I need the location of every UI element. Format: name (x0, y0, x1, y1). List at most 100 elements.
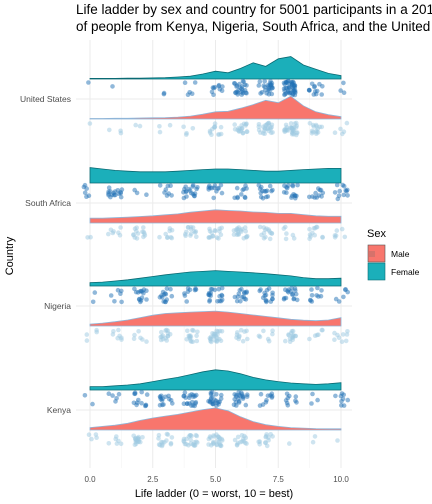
country-label: Kenya (47, 405, 71, 415)
male-point (144, 339, 149, 344)
male-point (332, 130, 338, 135)
female-point (118, 194, 124, 200)
male-point (218, 443, 223, 448)
female-point (82, 182, 88, 188)
male-point (137, 123, 143, 129)
female-point (239, 192, 244, 197)
female-point (292, 286, 298, 291)
male-point (245, 336, 250, 342)
male-point (157, 124, 162, 129)
male-point (136, 329, 141, 334)
female-point (269, 391, 275, 397)
female-point (144, 392, 150, 397)
female-point (212, 183, 218, 188)
female-density-cloud (89, 167, 342, 184)
male-point (264, 121, 270, 127)
female-point (182, 80, 188, 85)
male-point (332, 337, 337, 343)
male-point (256, 439, 262, 445)
x-axis-title: Life ladder (0 = worst, 10 = best) (135, 488, 293, 500)
female-point (313, 190, 318, 196)
female-point (211, 195, 216, 201)
female-point (106, 185, 112, 190)
female-point (341, 90, 347, 95)
female-point (86, 80, 91, 85)
female-point (119, 299, 124, 305)
female-point (339, 399, 344, 404)
female-point (183, 184, 188, 190)
female-point (82, 393, 88, 398)
male-point (89, 436, 94, 442)
male-point (340, 332, 346, 337)
male-point (236, 232, 242, 237)
male-point (131, 232, 136, 237)
female-point (281, 296, 287, 302)
female-point (119, 187, 125, 192)
male-point (235, 434, 241, 440)
female-point (243, 183, 248, 188)
male-point (261, 236, 267, 241)
female-point (337, 188, 343, 194)
male-point (281, 127, 287, 133)
female-point (345, 187, 350, 193)
male-point (207, 335, 213, 341)
female-point (293, 291, 299, 297)
male-point (184, 229, 189, 235)
female-point (209, 89, 215, 95)
female-point (284, 190, 289, 195)
female-point (291, 88, 297, 93)
male-point (165, 331, 171, 336)
female-point (189, 91, 195, 96)
male-point (217, 435, 222, 440)
female-point (268, 79, 273, 84)
male-point (257, 224, 263, 230)
female-point (286, 290, 291, 295)
female-point (257, 79, 263, 84)
female-point (139, 289, 145, 294)
male-point (267, 236, 273, 242)
female-point (159, 295, 165, 300)
female-point (116, 391, 122, 397)
male-point (191, 328, 196, 333)
female-point (139, 389, 144, 395)
male-point (288, 121, 294, 126)
male-point (309, 128, 315, 134)
male-density-cloud (89, 310, 342, 327)
female-point (90, 401, 95, 407)
male-point (217, 132, 222, 137)
male-point (291, 236, 297, 241)
female-point (295, 182, 300, 188)
y-axis-title: Country (4, 236, 16, 275)
male-point (289, 127, 295, 132)
male-point (131, 433, 136, 439)
female-point (265, 194, 271, 199)
female-point (313, 89, 318, 94)
male-point (194, 338, 200, 344)
male-point (270, 130, 275, 135)
female-point (113, 399, 118, 404)
female-point (210, 389, 215, 395)
female-point (240, 187, 245, 193)
female-point (213, 398, 219, 404)
male-point (106, 441, 112, 446)
female-point (86, 193, 92, 198)
female-point (138, 298, 144, 303)
female-point (258, 391, 264, 397)
female-point (233, 90, 238, 95)
male-point (195, 440, 200, 445)
male-point (266, 338, 272, 344)
female-point (336, 193, 342, 198)
female-point (312, 84, 317, 90)
female-point (163, 394, 168, 400)
male-point (188, 433, 193, 438)
female-point (242, 195, 248, 200)
male-point (342, 234, 348, 240)
female-point (239, 89, 244, 95)
female-point (163, 187, 169, 192)
male-point (106, 231, 111, 237)
male-point (334, 228, 340, 233)
female-point (263, 400, 269, 405)
legend-title: Sex (367, 228, 386, 240)
male-point (335, 438, 340, 443)
male-point (336, 335, 342, 341)
